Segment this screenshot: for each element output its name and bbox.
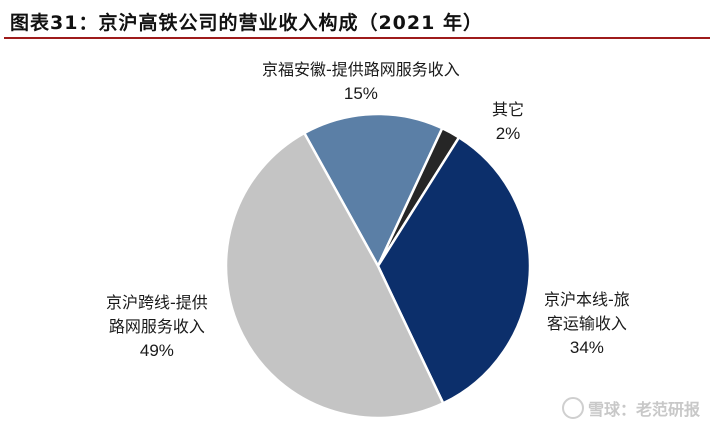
- pie-slice-jinghu-cross: [224, 131, 445, 420]
- slice-label-jinghu-main-line2: 客运输收入: [546, 314, 627, 333]
- snowball-logo-icon: [561, 397, 584, 419]
- slice-label-jinghu-main-line1: 京沪本线-旅: [544, 290, 630, 309]
- slice-label-jingfu-name: 京福安徽-提供路网服务收入: [262, 60, 460, 79]
- watermark-text: 雪球：老范研报: [587, 400, 700, 419]
- slice-label-other-percent: 2%: [495, 124, 521, 143]
- pie-slice-jingfu: [303, 112, 444, 268]
- watermark: 雪球：老范研报: [561, 396, 700, 420]
- slice-label-jinghu-main: 京沪本线-旅 客运输收入 34%: [544, 288, 630, 360]
- slice-label-jinghu-cross-line1: 京沪跨线-提供: [106, 293, 208, 312]
- slice-label-other: 其它 2%: [492, 98, 524, 146]
- chart-title: 图表31：京沪高铁公司的营业收入构成（2021 年）: [10, 8, 483, 35]
- slice-label-jinghu-main-percent: 34%: [569, 338, 604, 357]
- slice-label-jinghu-cross: 京沪跨线-提供 路网服务收入 49%: [106, 291, 208, 363]
- figure-title: 京沪高铁公司的营业收入构成（2021 年）: [98, 12, 483, 34]
- title-bar: 图表31：京沪高铁公司的营业收入构成（2021 年）: [4, 6, 710, 39]
- slice-label-jinghu-cross-line2: 路网服务收入: [108, 317, 205, 336]
- slice-label-jingfu: 京福安徽-提供路网服务收入 15%: [262, 58, 460, 106]
- slice-label-other-name: 其它: [492, 100, 525, 119]
- pie-slice-jinghu-main: [376, 136, 532, 405]
- figure-number: 图表31：: [10, 12, 99, 34]
- slice-label-jinghu-cross-percent: 49%: [139, 341, 174, 360]
- slice-label-jingfu-percent: 15%: [343, 84, 378, 103]
- title-divider: [4, 37, 710, 39]
